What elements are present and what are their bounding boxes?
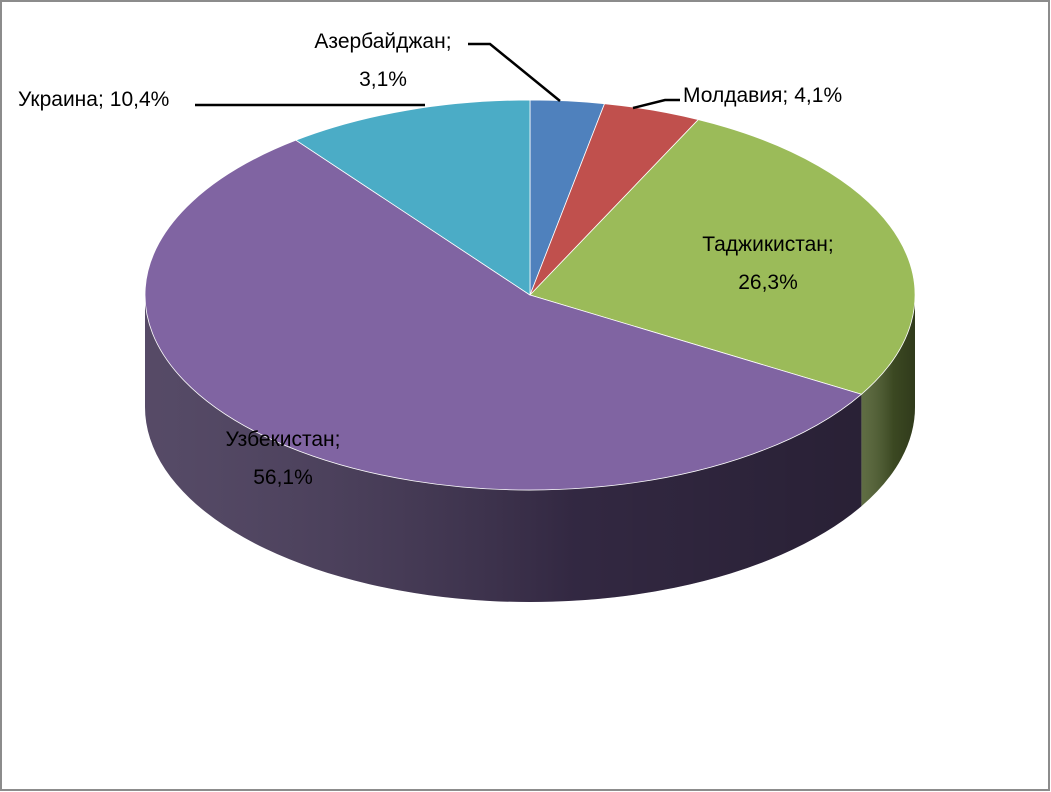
label-value: 4,1% [794, 84, 842, 107]
data-label: Азербайджан; 3,1% [314, 30, 451, 91]
slice-side-shade [861, 295, 916, 507]
slice-side-shade [145, 295, 862, 602]
label-category: Молдавия [683, 84, 782, 107]
tops [144, 99, 916, 491]
label-category: Азербайджан [314, 30, 445, 53]
label-value: 56,1% [253, 466, 313, 489]
labels: Азербайджан; 3,1% Молдавия; 4,1% Таджикистан… [18, 30, 842, 489]
label-category: Таджикистан [702, 233, 828, 256]
data-label: Таджикистан; 26,3% [702, 233, 834, 294]
label-value: 3,1% [359, 68, 407, 91]
data-label: Украина; 10,4% [18, 88, 169, 111]
slice [295, 99, 531, 296]
sides [145, 295, 916, 602]
data-label: Молдавия; 4,1% [683, 84, 842, 107]
label-separator: ; [446, 30, 452, 53]
label-category: Узбекистан [226, 428, 335, 451]
leader-line [632, 98, 680, 110]
label-value: 10,4% [110, 88, 170, 111]
label-separator: ; [782, 84, 788, 107]
label-separator: ; [828, 233, 834, 256]
label-value: 26,3% [738, 271, 798, 294]
label-category: Украина [18, 88, 98, 111]
slice [529, 119, 916, 395]
slice [144, 139, 863, 491]
leader-line [468, 42, 561, 102]
data-label: Узбекистан; 56,1% [226, 428, 341, 489]
label-separator: ; [335, 428, 341, 451]
label-separator: ; [98, 88, 104, 111]
